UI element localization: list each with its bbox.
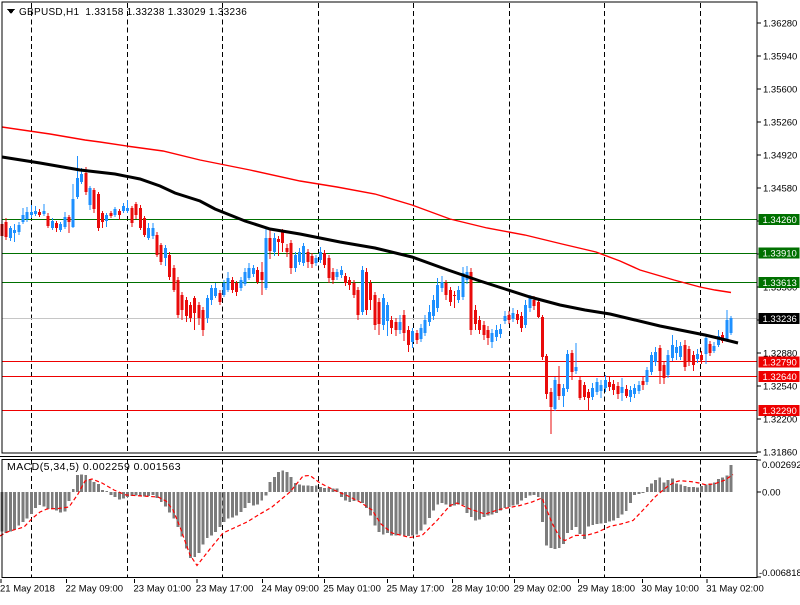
svg-text:25 May 17:00: 25 May 17:00 (387, 584, 445, 595)
svg-text:23 May 01:00: 23 May 01:00 (134, 584, 192, 595)
svg-text:21 May 2018: 21 May 2018 (0, 584, 55, 595)
svg-text:29 May 02:00: 29 May 02:00 (514, 584, 572, 595)
svg-text:1.35600: 1.35600 (763, 85, 797, 96)
svg-text:0.002692: 0.002692 (762, 460, 800, 471)
svg-text:1.32200: 1.32200 (763, 415, 797, 426)
svg-text:1.35260: 1.35260 (763, 118, 797, 129)
svg-text:25 May 01:00: 25 May 01:00 (323, 584, 381, 595)
svg-text:1.32540: 1.32540 (763, 382, 797, 393)
svg-text:1.34580: 1.34580 (763, 184, 797, 195)
svg-text:1.34260: 1.34260 (763, 215, 797, 226)
svg-text:1.33613: 1.33613 (763, 278, 797, 289)
svg-text:1.31860: 1.31860 (763, 448, 797, 459)
svg-text:0.00: 0.00 (762, 488, 781, 499)
svg-text:29 May 18:00: 29 May 18:00 (578, 584, 636, 595)
svg-text:24 May 09:00: 24 May 09:00 (261, 584, 319, 595)
svg-text:1.32790: 1.32790 (763, 357, 797, 368)
svg-text:1.32640: 1.32640 (763, 372, 797, 383)
svg-text:1.33560: 1.33560 (763, 283, 797, 294)
svg-text:22 May 09:00: 22 May 09:00 (66, 584, 124, 595)
svg-text:28 May 10:00: 28 May 10:00 (452, 584, 510, 595)
svg-text:1.33910: 1.33910 (763, 249, 797, 260)
svg-text:-0.006818: -0.006818 (759, 568, 800, 579)
svg-text:1.33236: 1.33236 (763, 314, 797, 325)
svg-text:1.32880: 1.32880 (763, 349, 797, 360)
svg-text:GBPUSD,H1 1.33158 1.33238 1.3: GBPUSD,H1 1.33158 1.33238 1.33029 1.3323… (19, 7, 247, 18)
svg-text:1.36280: 1.36280 (763, 19, 797, 30)
svg-text:1.32290: 1.32290 (763, 406, 797, 417)
svg-text:MACD(5,34,5) 0.002259 0.001563: MACD(5,34,5) 0.002259 0.001563 (7, 461, 181, 473)
svg-text:23 May 17:00: 23 May 17:00 (196, 584, 254, 595)
svg-text:1.35940: 1.35940 (763, 52, 797, 63)
svg-text:30 May 10:00: 30 May 10:00 (641, 584, 699, 595)
svg-text:1.34920: 1.34920 (763, 151, 797, 162)
svg-text:31 May 02:00: 31 May 02:00 (706, 584, 764, 595)
